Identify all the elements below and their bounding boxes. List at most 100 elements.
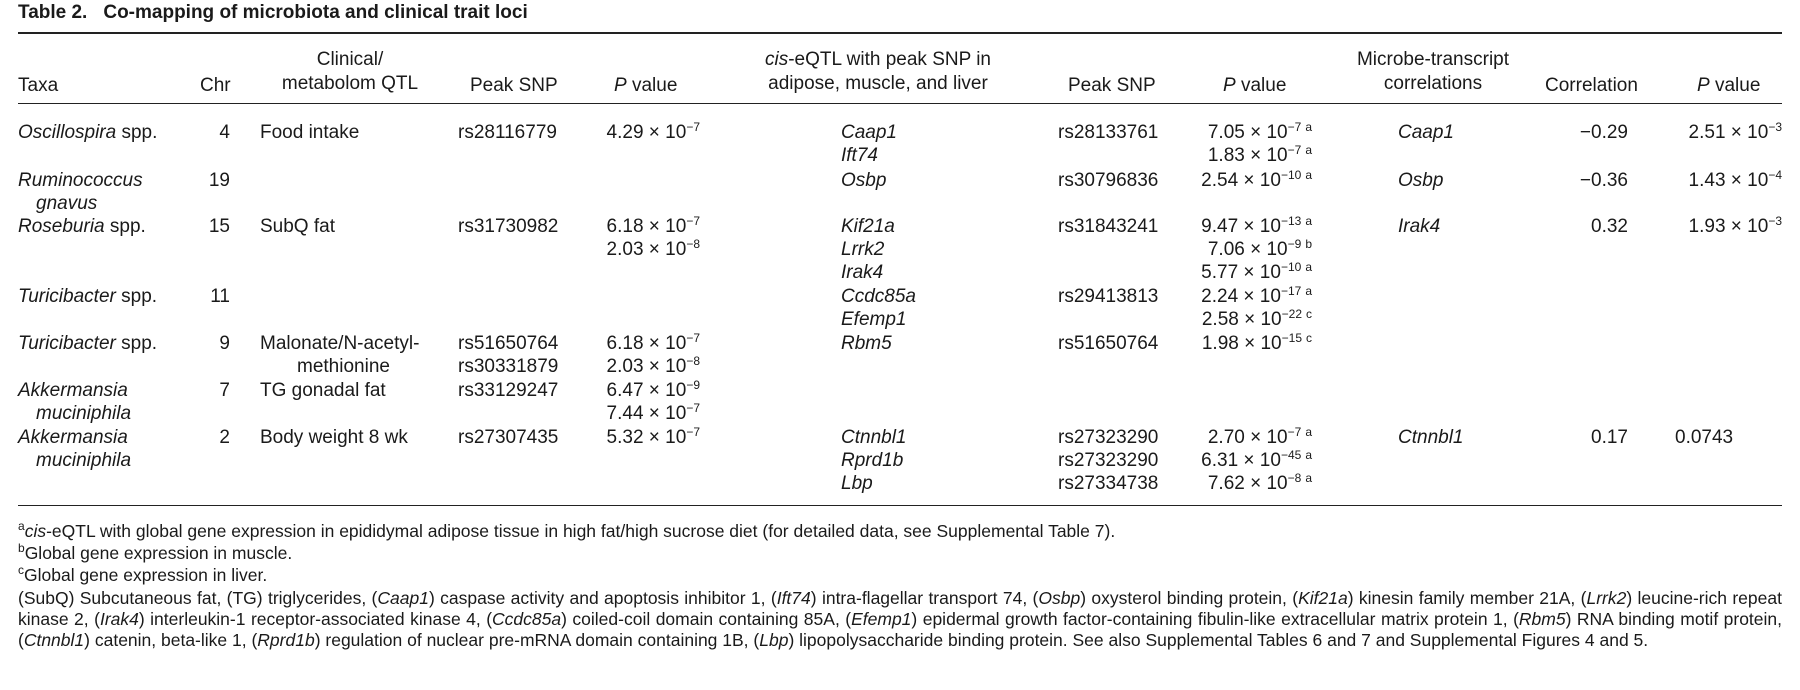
abbrev-text: ) epidermal growth factor-containing fib… [911, 609, 1519, 629]
abbrev-text: ) leucine-rich repeat kinase 2, ( [18, 588, 1782, 629]
taxa-species: gnavus [36, 193, 98, 214]
p-value-exponent: −4 [1768, 168, 1782, 182]
peak-snp: rs31730982 [458, 216, 559, 237]
eqtl-peak-snp: rs51650764 [1058, 333, 1159, 354]
correlation-value: −0.36 [1579, 170, 1628, 191]
p-value-mantissa: 2.54 × 10 [1201, 170, 1281, 191]
abbrev-text: ) interleukin-1 receptor-associated kina… [138, 609, 493, 629]
peak-snp: rs27307435 [458, 427, 559, 448]
top-rule [18, 32, 1782, 34]
correlation-cell: 0.32 [1591, 215, 1628, 238]
p-value-exponent: −13 [1280, 214, 1302, 228]
abbrev-text: ) intra-flagellar transport 74, ( [810, 588, 1039, 608]
header-microbe-line1: Microbe-transcript [1356, 49, 1510, 70]
p-value-mantissa: 2.70 × 10 [1207, 427, 1288, 448]
correlation-value: −0.29 [1579, 122, 1628, 143]
p-value-exponent: −10 [1280, 260, 1302, 274]
correlation-cell: −0.36 [1580, 169, 1628, 192]
p-value-mantissa: 1.43 × 10 [1688, 170, 1769, 191]
p-value-mantissa: 6.18 × 10 [606, 333, 687, 354]
taxa-genus: Akkermansia [18, 427, 128, 448]
taxa-cell-line2: muciniphila [36, 449, 131, 472]
taxa-cell: Akkermansia [18, 379, 128, 402]
peak-snp: rs33129247 [458, 380, 559, 401]
abbrev-gene: Rbm5 [1518, 609, 1566, 629]
eqtl-gene-cell: Ctnnbl1 [841, 426, 907, 449]
p-value-exponent: −7 [1287, 425, 1302, 439]
p-value: 1.43 × 10−4 [1689, 169, 1782, 192]
p-value-mantissa: 2.24 × 10 [1201, 286, 1281, 307]
header-eqtl-cis: cis [765, 49, 789, 70]
clinical-qtl-cell: Body weight 8 wk [260, 426, 408, 449]
abbrev-gene: Efemp1 [851, 609, 912, 629]
p-value-mantissa: 6.31 × 10 [1201, 450, 1281, 471]
chr-value: 9 [219, 333, 230, 354]
p-value: 5.32 × 10−7 [607, 426, 700, 449]
header-microbe-line2: correlations [1383, 73, 1483, 94]
chr-value: 15 [208, 216, 230, 237]
p-value-exponent: −15 [1281, 331, 1302, 345]
header-p-value: P value [614, 74, 677, 98]
clinical-qtl: Body weight 8 wk [260, 427, 408, 448]
taxa-genus: Turicibacter [18, 333, 116, 354]
microbe-transcript-gene-cell: Caap1 [1398, 121, 1454, 144]
p-value-exponent: −7 [686, 425, 700, 439]
p-value-mantissa: 1.83 × 10 [1207, 145, 1288, 166]
header-microbe-transcript: Microbe-transcript correlations [1338, 48, 1528, 96]
p-value-mantissa: 2.51 × 10 [1688, 122, 1769, 143]
p-value: 6.18 × 10−7 [607, 332, 700, 355]
abbrev-text: ) caspase activity and apoptosis inhibit… [428, 588, 777, 608]
p-value-exponent: −10 [1280, 168, 1302, 182]
chr-cell: 9 [219, 332, 230, 355]
taxa-species: muciniphila [36, 450, 132, 471]
correlation-value: 0.32 [1591, 216, 1628, 237]
p-value-exponent: −7 [686, 401, 700, 415]
p-value: 1.83 × 10−7 a [1208, 144, 1312, 167]
footnote-c-mark: c [18, 563, 24, 577]
header-clinical: Clinical/ metabolom QTL [255, 48, 445, 96]
header-clinical-line2: metabolom QTL [281, 73, 419, 94]
eqtl-peak-snp: rs27323290 [1058, 427, 1159, 448]
taxa-genus: Turicibacter [18, 286, 116, 307]
header-eqtl-line2: adipose, muscle, and liver [768, 73, 988, 94]
p-value-mantissa: 2.58 × 10 [1201, 309, 1282, 330]
eqtl-gene-cell: Ift74 [841, 144, 878, 167]
eqtl-gene-cell: Rbm5 [841, 332, 892, 355]
eqtl-gene: Ctnnbl1 [841, 427, 907, 448]
p-value-mantissa: 4.29 × 10 [606, 122, 687, 143]
p-value: 1.98 × 10−15 c [1202, 332, 1312, 355]
footnote-marker: c [1306, 307, 1312, 321]
footnote-a-mark: a [18, 519, 25, 533]
taxa-suffix: spp. [115, 286, 158, 307]
p-value-exponent: −9 [686, 378, 700, 392]
p-value-exponent: −7 [1287, 120, 1302, 134]
p-value: 2.58 × 10−22 c [1202, 308, 1312, 331]
chr-value: 7 [219, 380, 230, 401]
clinical-qtl: Malonate/N-acetyl- [260, 333, 420, 354]
p-value: 5.77 × 10−10 a [1201, 261, 1312, 284]
p-value-exponent: −7 [686, 214, 700, 228]
microbe-transcript-gene-cell: Osbp [1398, 169, 1443, 192]
abbrev-text: ) oxysterol binding protein, ( [1080, 588, 1299, 608]
eqtl-peak-snp-cell: rs27323290 [1058, 426, 1158, 449]
p-value-mantissa: 5.77 × 10 [1201, 262, 1281, 283]
eqtl-gene-cell: Osbp [841, 169, 886, 192]
taxa-cell: Ruminococcus [18, 169, 143, 192]
footnote-marker: a [1305, 471, 1312, 485]
eqtl-gene-cell: Lrrk2 [841, 238, 884, 261]
p-value-mantissa: 2.03 × 10 [606, 239, 687, 260]
eqtl-gene: Irak4 [841, 262, 884, 283]
abbrev-gene: Caap1 [377, 588, 429, 608]
eqtl-gene: Rbm5 [841, 333, 892, 354]
clinical-qtl: Food intake [260, 122, 360, 143]
footnote-marker: a [1305, 143, 1312, 157]
clinical-qtl-line2: methionine [297, 356, 390, 377]
clinical-qtl-cell: SubQ fat [260, 215, 335, 238]
header-taxa: Taxa [18, 75, 59, 96]
header-eqtl-line1: cis-eQTL with peak SNP in [733, 48, 1023, 72]
taxa-cell-line2: muciniphila [36, 402, 131, 425]
header-p2-rest: value [1235, 75, 1287, 96]
p-value: 6.31 × 10−45 a [1201, 449, 1312, 472]
table-title-text: Co-mapping of microbiota and clinical tr… [103, 2, 528, 23]
bottom-rule [18, 505, 1782, 506]
